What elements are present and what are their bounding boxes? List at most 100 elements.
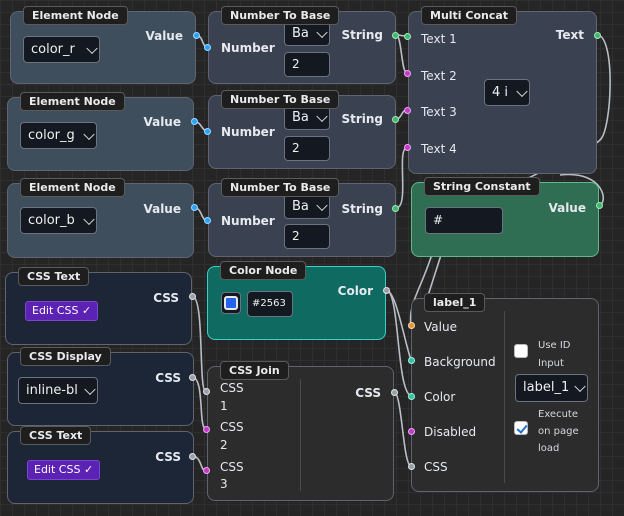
- css-join-node[interactable]: CSS Join CSS 1 CSS 2 CSS 3 CSS: [207, 361, 394, 501]
- element-select[interactable]: color_g: [20, 122, 97, 149]
- string-output-label: String: [341, 28, 383, 42]
- label-1-node[interactable]: label_1 Value Background Color Disabled …: [411, 293, 599, 492]
- number-to-base-node-2[interactable]: Number To Base Number Ba 2 String: [208, 90, 396, 169]
- select-value: color_g: [28, 128, 75, 143]
- base-value-input[interactable]: 2: [284, 136, 330, 161]
- css-1-input-port[interactable]: [203, 388, 210, 395]
- text-4-input-label: Text 4: [421, 142, 457, 156]
- css-input-port[interactable]: [408, 463, 415, 470]
- value-input-port[interactable]: [408, 322, 415, 329]
- text-1-input-port[interactable]: [404, 33, 411, 40]
- color-input-label: Color: [424, 390, 456, 404]
- css-1-input-label-b: 1: [220, 399, 228, 413]
- string-constant-node[interactable]: String Constant # Value: [411, 177, 599, 257]
- string-output-port[interactable]: [392, 32, 399, 39]
- css-2-input-port[interactable]: [203, 426, 210, 433]
- display-select[interactable]: inline-bl: [18, 377, 98, 404]
- css-3-input-label-a: CSS: [220, 460, 244, 474]
- use-id-label-line-1: Use ID: [538, 340, 571, 351]
- element-node-g[interactable]: Element Node color_g Value: [7, 92, 194, 171]
- wire-css2-to-join2: [191, 376, 207, 430]
- chevron-down-icon: [316, 199, 328, 211]
- css-output-label: CSS: [153, 291, 179, 305]
- base-value-input[interactable]: 2: [284, 52, 330, 77]
- number-input-label: Number: [221, 41, 275, 55]
- string-value-input[interactable]: #: [425, 207, 503, 234]
- use-id-input-checkbox[interactable]: [514, 344, 528, 358]
- execute-label-line-2: on page: [538, 426, 579, 437]
- node-title: Number To Base: [221, 90, 340, 109]
- css-output-port[interactable]: [189, 293, 196, 300]
- number-to-base-node-1[interactable]: Number To Base Number Ba 2 String: [208, 6, 396, 84]
- value-output-label: Value: [548, 201, 586, 215]
- element-select[interactable]: color_r: [23, 36, 100, 63]
- string-output-port[interactable]: [392, 205, 399, 212]
- use-id-label-line-2: Input: [538, 358, 564, 369]
- value-output-port[interactable]: [191, 204, 198, 211]
- id-select[interactable]: label_1: [515, 374, 588, 402]
- input-count-select[interactable]: 4 i: [484, 79, 530, 106]
- base-value-input[interactable]: 2: [284, 224, 330, 249]
- css-text-node-1[interactable]: CSS Text Edit CSS ✓ CSS: [5, 267, 192, 345]
- base-select[interactable]: Ba: [284, 194, 330, 219]
- css-output-port[interactable]: [391, 389, 398, 396]
- css-3-input-port[interactable]: [203, 467, 210, 474]
- divider: [504, 311, 505, 483]
- value-output-port[interactable]: [191, 118, 198, 125]
- color-output-port[interactable]: [383, 287, 390, 294]
- number-input-port[interactable]: [204, 217, 211, 224]
- number-to-base-node-3[interactable]: Number To Base Number Ba 2 String: [208, 178, 396, 257]
- edit-css-button[interactable]: Edit CSS ✓: [25, 301, 99, 321]
- element-select[interactable]: color_b: [20, 207, 97, 234]
- node-title: String Constant: [424, 177, 540, 196]
- base-select[interactable]: Ba: [284, 105, 330, 130]
- select-value: inline-bl: [26, 383, 78, 398]
- text-output-label: Text: [555, 28, 584, 42]
- color-node[interactable]: Color Node #2563 Color: [207, 261, 386, 340]
- css-output-port[interactable]: [189, 453, 196, 460]
- number-input-label: Number: [221, 125, 275, 139]
- chevron-down-icon: [83, 213, 95, 225]
- value-output-port[interactable]: [596, 202, 603, 209]
- css-text-node-2[interactable]: CSS Text Edit CSS ✓ CSS: [7, 426, 194, 504]
- node-title: Multi Concat: [421, 6, 518, 25]
- text-3-input-port[interactable]: [404, 107, 411, 114]
- background-input-label: Background: [424, 355, 496, 369]
- chevron-down-icon: [516, 85, 528, 97]
- css-display-node[interactable]: CSS Display inline-bl CSS: [7, 347, 194, 426]
- disabled-input-label: Disabled: [424, 425, 477, 439]
- css-3-input-label-b: 3: [220, 477, 228, 491]
- element-node-r[interactable]: Element Node color_r Value: [10, 6, 196, 84]
- execute-on-load-checkbox[interactable]: [514, 421, 528, 435]
- text-2-input-port[interactable]: [404, 70, 411, 77]
- color-input-port[interactable]: [408, 393, 415, 400]
- text-output-port[interactable]: [594, 32, 601, 39]
- select-value: 4 i: [492, 85, 509, 100]
- value-output-label: Value: [143, 115, 181, 129]
- chevron-down-icon: [316, 110, 328, 122]
- element-node-b[interactable]: Element Node color_b Value: [7, 178, 194, 258]
- chevron-down-icon: [84, 383, 96, 395]
- edit-css-button[interactable]: Edit CSS ✓: [27, 460, 101, 480]
- css-2-input-label-a: CSS: [220, 420, 244, 434]
- text-4-input-port[interactable]: [404, 144, 411, 151]
- css-output-port[interactable]: [189, 374, 196, 381]
- value-input-label: Value: [424, 320, 457, 334]
- background-input-port[interactable]: [408, 357, 415, 364]
- color-picker[interactable]: [221, 292, 241, 314]
- number-input-port[interactable]: [204, 128, 211, 135]
- disabled-input-port[interactable]: [408, 428, 415, 435]
- value-output-port[interactable]: [193, 32, 200, 39]
- string-output-port[interactable]: [392, 116, 399, 123]
- css-1-input-label-a: CSS: [220, 381, 244, 395]
- multi-concat-node[interactable]: Multi Concat Text 1 Text 2 Text 3 Text 4…: [408, 6, 597, 174]
- select-value: color_b: [28, 213, 75, 228]
- wire-string3-to-text4: [395, 147, 408, 209]
- number-input-port[interactable]: [204, 44, 211, 51]
- node-title: Color Node: [220, 261, 307, 280]
- base-select[interactable]: Ba: [284, 21, 330, 46]
- css-output-label: CSS: [155, 371, 181, 385]
- color-hex-input[interactable]: #2563: [247, 291, 293, 317]
- select-value: Ba: [292, 110, 309, 125]
- wire-string1-to-text2: [395, 34, 408, 74]
